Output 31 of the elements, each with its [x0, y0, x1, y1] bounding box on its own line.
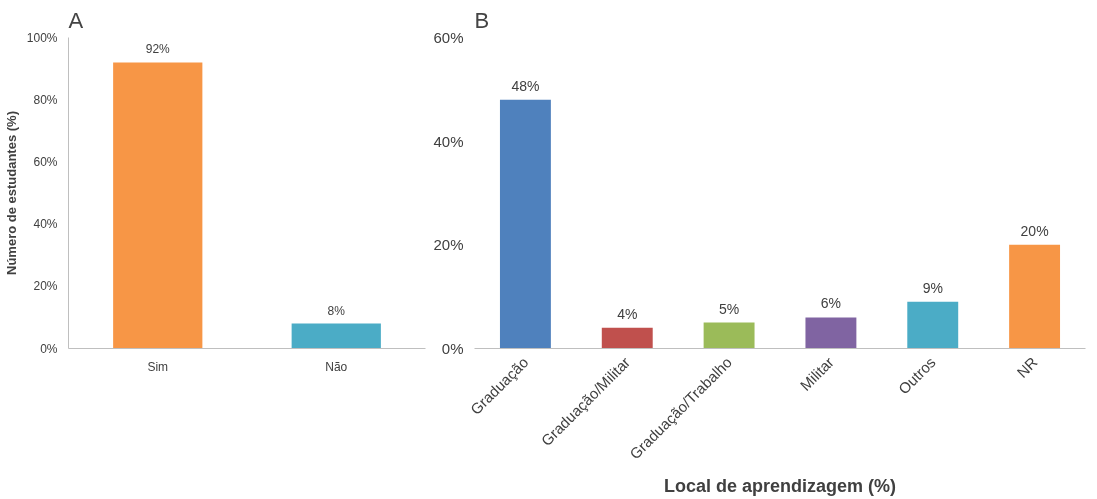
x-tick-label: Não: [325, 359, 348, 374]
x-axis-title: Local de aprendizagem (%): [663, 476, 897, 497]
y-tick-label: 100%: [26, 30, 58, 45]
data-label: 6%: [820, 295, 842, 312]
x-tick-label: NR: [1013, 353, 1041, 381]
y-tick-label: 20%: [33, 279, 58, 294]
chart-title: B: [474, 7, 490, 33]
x-tick-label: Sim: [147, 359, 169, 374]
y-tick-label: 0%: [40, 341, 58, 356]
y-tick-label: 20%: [433, 236, 464, 254]
y-tick-label: 60%: [33, 154, 58, 169]
y-tick-label: 80%: [33, 92, 58, 107]
bar: [703, 322, 755, 349]
data-label: 92%: [145, 42, 171, 57]
chart-title: A: [68, 7, 84, 33]
y-tick-label: 40%: [33, 217, 58, 232]
bar: [907, 301, 959, 349]
bar: [1009, 244, 1061, 349]
data-label: 4%: [617, 305, 638, 322]
y-tick-label: 60%: [433, 29, 464, 46]
bar: [805, 317, 857, 349]
data-label: 48%: [511, 77, 540, 94]
data-label: 20%: [1020, 222, 1049, 239]
bar: [601, 327, 653, 349]
y-tick-label: 0%: [441, 340, 464, 357]
y-axis-title: Número de estudantes (%): [3, 111, 19, 275]
y-tick-label: 40%: [433, 132, 464, 150]
data-label: 5%: [718, 300, 740, 317]
data-label: 8%: [327, 303, 346, 318]
bar: [499, 99, 551, 349]
data-label: 9%: [922, 279, 943, 296]
